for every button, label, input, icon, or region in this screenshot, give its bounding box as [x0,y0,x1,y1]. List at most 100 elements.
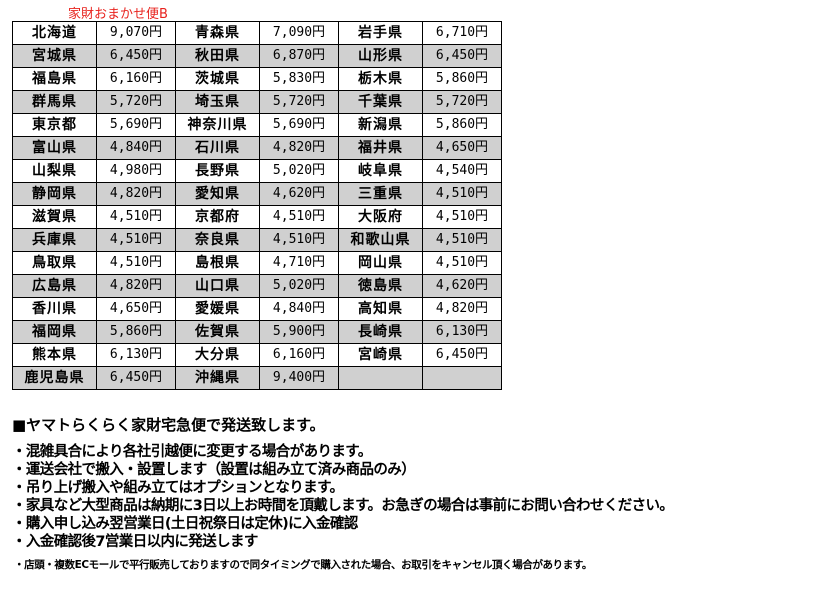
price-cell: 6,130円 [96,343,176,367]
price-cell: 6,160円 [259,343,339,367]
prefecture-cell: 愛知県 [175,182,260,206]
prefecture-cell: 滋賀県 [12,205,97,229]
prefecture-cell: 大阪府 [338,205,423,229]
notes-heading: ■ヤマトらくらく家財宅急便で発送致します。 [12,416,325,434]
table-row: 鳥取県 4,510円 島根県 4,710円 岡山県 4,510円 [12,251,502,275]
prefecture-cell: 宮崎県 [338,343,423,367]
prefecture-cell: 福井県 [338,136,423,160]
prefecture-cell: 山形県 [338,44,423,68]
prefecture-cell: 群馬県 [12,90,97,114]
prefecture-cell: 栃木県 [338,67,423,91]
prefecture-cell: 長崎県 [338,320,423,344]
prefecture-cell: 茨城県 [175,67,260,91]
price-cell: 4,840円 [259,297,339,321]
price-cell: 5,720円 [96,90,176,114]
price-cell: 4,650円 [422,136,502,160]
table-row: 滋賀県 4,510円 京都府 4,510円 大阪府 4,510円 [12,205,502,229]
prefecture-cell: 福島県 [12,67,97,91]
prefecture-cell: 青森県 [175,21,260,45]
prefecture-cell: 富山県 [12,136,97,160]
price-cell: 5,720円 [422,90,502,114]
table-row: 宮城県 6,450円 秋田県 6,870円 山形県 6,450円 [12,44,502,68]
prefecture-cell: 北海道 [12,21,97,45]
prefecture-cell: 岐阜県 [338,159,423,183]
price-cell: 5,690円 [259,113,339,137]
price-cell: 4,820円 [96,274,176,298]
price-cell: 4,820円 [96,182,176,206]
shipping-plan-title: 家財おまかせ便B [68,7,168,22]
price-cell [422,366,502,390]
note-item: ・混雑具合により各社引越便に変更する場合があります。 [12,444,372,460]
prefecture-cell: 熊本県 [12,343,97,367]
prefecture-cell: 石川県 [175,136,260,160]
price-cell: 4,510円 [422,205,502,229]
price-cell: 4,620円 [422,274,502,298]
prefecture-cell: 徳島県 [338,274,423,298]
price-cell: 6,450円 [422,343,502,367]
price-cell: 4,820円 [259,136,339,160]
shipping-notes: ■ヤマトらくらく家財宅急便で発送致します。 ・混雑具合により各社引越便に変更する… [12,415,674,551]
note-item: ・吊り上げ搬入や組み立てはオプションとなります。 [12,480,344,496]
price-cell: 5,020円 [259,274,339,298]
table-row: 山梨県 4,980円 長野県 5,020円 岐阜県 4,540円 [12,159,502,183]
price-cell: 5,830円 [259,67,339,91]
prefecture-cell: 福岡県 [12,320,97,344]
table-row: 熊本県 6,130円 大分県 6,160円 宮崎県 6,450円 [12,343,502,367]
price-cell: 4,620円 [259,182,339,206]
prefecture-cell: 鳥取県 [12,251,97,275]
shipping-rate-table: 北海道 9,070円 青森県 7,090円 岩手県 6,710円 宮城県 6,450円 秋田県 6… [12,21,502,390]
price-cell: 4,510円 [259,228,339,252]
prefecture-cell: 広島県 [12,274,97,298]
price-cell: 4,510円 [422,228,502,252]
price-cell: 6,710円 [422,21,502,45]
note-item: ・入金確認後7営業日以内に発送します [12,534,258,550]
price-cell: 5,020円 [259,159,339,183]
price-cell: 6,450円 [96,366,176,390]
prefecture-cell: 千葉県 [338,90,423,114]
prefecture-cell: 兵庫県 [12,228,97,252]
price-cell: 5,860円 [422,113,502,137]
price-cell: 5,900円 [259,320,339,344]
table-row: 広島県 4,820円 山口県 5,020円 徳島県 4,620円 [12,274,502,298]
prefecture-cell: 京都府 [175,205,260,229]
price-cell: 6,450円 [96,44,176,68]
table-row: 福岡県 5,860円 佐賀県 5,900円 長崎県 6,130円 [12,320,502,344]
note-item: ・購入申し込み翌営業日(土日祝祭日は定休)に入金確認 [12,516,358,532]
price-cell: 4,510円 [96,228,176,252]
price-cell: 4,510円 [96,251,176,275]
prefecture-cell: 高知県 [338,297,423,321]
table-row: 鹿児島県 6,450円 沖縄県 9,400円 [12,366,502,390]
price-cell: 4,980円 [96,159,176,183]
note-item: ・家具など大型商品は納期に3日以上お時間を頂戴します。お急ぎの場合は事前にお問い… [12,498,674,514]
price-cell: 5,690円 [96,113,176,137]
price-cell: 6,450円 [422,44,502,68]
prefecture-cell: 香川県 [12,297,97,321]
price-cell: 4,540円 [422,159,502,183]
table-row: 香川県 4,650円 愛媛県 4,840円 高知県 4,820円 [12,297,502,321]
prefecture-cell: 鹿児島県 [12,366,97,390]
price-cell: 6,870円 [259,44,339,68]
price-cell: 4,510円 [422,182,502,206]
price-cell: 4,650円 [96,297,176,321]
price-cell: 4,840円 [96,136,176,160]
price-cell: 4,510円 [422,251,502,275]
table-row: 群馬県 5,720円 埼玉県 5,720円 千葉県 5,720円 [12,90,502,114]
prefecture-cell: 神奈川県 [175,113,260,137]
price-cell: 9,070円 [96,21,176,45]
prefecture-cell: 長野県 [175,159,260,183]
price-cell: 5,720円 [259,90,339,114]
prefecture-cell: 埼玉県 [175,90,260,114]
small-note: ・店頭・複数ECモールで平行販売しておりますので同タイミングで購入された場合、お… [14,559,592,571]
prefecture-cell: 沖縄県 [175,366,260,390]
table-row: 北海道 9,070円 青森県 7,090円 岩手県 6,710円 [12,21,502,45]
prefecture-cell: 静岡県 [12,182,97,206]
price-cell: 4,710円 [259,251,339,275]
prefecture-cell: 島根県 [175,251,260,275]
prefecture-cell: 岡山県 [338,251,423,275]
prefecture-cell: 岩手県 [338,21,423,45]
table-row: 富山県 4,840円 石川県 4,820円 福井県 4,650円 [12,136,502,160]
prefecture-cell: 和歌山県 [338,228,423,252]
prefecture-cell: 東京都 [12,113,97,137]
price-cell: 5,860円 [422,67,502,91]
prefecture-cell: 奈良県 [175,228,260,252]
